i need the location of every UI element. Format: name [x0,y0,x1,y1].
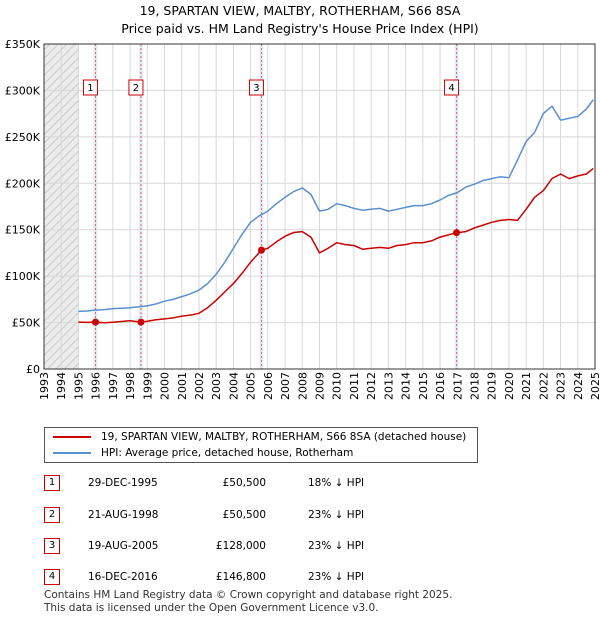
sale-hpi-diff: 18% ↓ HPI [308,477,365,489]
sale-price: £50,500 [222,477,266,489]
sale-point [137,318,145,326]
x-tick-label: 2024 [572,372,585,400]
x-tick-label: 1998 [124,372,137,400]
sale-hpi-diff: 23% ↓ HPI [308,571,365,583]
x-tick-label: 2007 [279,372,292,400]
sale-number-badge: 4 [44,569,60,585]
y-tick-label: £200K [5,177,41,190]
legend-item-property: 19, SPARTAN VIEW, MALTBY, ROTHERHAM, S66… [53,430,466,444]
sale-number-badge: 1 [44,475,60,491]
y-tick-label: £100K [5,270,41,283]
y-tick-label: £150K [5,224,41,237]
sale-hpi-diff: 23% ↓ HPI [308,509,365,521]
x-tick-label: 2000 [159,372,172,400]
price-chart: 1 2 3 4 £0 £50K £100K £150K £200K £250K £300K £350… [5,38,600,400]
sale-price: £146,800 [215,571,266,583]
x-tick-label: 2025 [589,372,600,400]
y-tick-label: £300K [5,84,41,97]
sale-highlight-band [138,44,143,369]
x-tick-label: 1995 [72,372,85,400]
x-tick-label: 2019 [486,372,499,400]
sale-highlight-band [454,44,459,369]
hpi-line [78,99,594,313]
legend-label-property: 19, SPARTAN VIEW, MALTBY, ROTHERHAM, S66… [101,431,467,443]
sale-point [257,246,265,254]
sale-number-badge: 2 [44,507,60,523]
y-tick-label: £350K [5,38,41,51]
sale-highlight-band [93,44,98,369]
y-tick-label: £50K [12,317,41,330]
x-tick-label: 1993 [38,372,51,400]
sale-number-badge: 3 [44,538,60,554]
x-tick-label: 2008 [296,372,309,400]
legend-swatch-red [53,436,91,438]
x-tick-label: 2006 [262,372,275,400]
sale-badge-label: 3 [253,83,259,94]
x-tick-label: 2018 [468,372,481,400]
sale-badge [248,79,264,96]
footer-licence: This data is licensed under the Open Gov… [44,602,379,614]
x-tick-label: 2002 [193,372,206,400]
x-tick-label: 2009 [314,372,327,400]
legend-swatch-blue [53,452,91,454]
x-tick-label: 2003 [210,372,223,400]
x-tick-label: 2023 [555,372,568,400]
chart-title: 19, SPARTAN VIEW, MALTBY, ROTHERHAM, S66… [139,3,461,18]
x-tick-label: 2015 [417,372,430,400]
sale-date: 16-DEC-2016 [88,571,158,583]
x-tick-label: 2016 [434,372,447,400]
x-tick-label: 2020 [503,372,516,400]
footer-copyright: Contains HM Land Registry data © Crown c… [44,589,453,601]
sale-hpi-diff: 23% ↓ HPI [308,540,365,552]
sale-highlight-band [259,44,264,369]
sale-badge [82,79,98,96]
sale-badge-label: 4 [448,83,454,94]
x-tick-label: 2011 [348,372,361,400]
y-tick-label: £250K [5,131,41,144]
property-price-line [78,167,594,324]
x-tick-label: 1996 [90,372,103,400]
sale-date: 19-AUG-2005 [88,540,159,552]
x-tick-label: 2017 [451,372,464,400]
x-tick-label: 2013 [382,372,395,400]
y-tick-label: £0 [26,363,40,376]
x-tick-label: 2005 [245,372,258,400]
x-tick-label: 2004 [227,372,240,400]
chart-subtitle: Price paid vs. HM Land Registry's House … [121,21,479,36]
x-tick-label: 1999 [141,372,154,400]
x-tick-label: 1994 [55,372,68,400]
x-tick-label: 1997 [107,372,120,400]
x-tick-label: 2010 [331,372,344,400]
x-tick-label: 2001 [176,372,189,400]
sale-badge [128,79,144,96]
sale-point [453,229,461,237]
plot-frame [43,43,596,370]
chart-legend: 19, SPARTAN VIEW, MALTBY, ROTHERHAM, S66… [44,427,478,463]
x-tick-label: 2022 [537,372,550,400]
sale-badge [444,79,460,96]
x-tick-label: 2014 [400,372,413,400]
x-tick-label: 2012 [365,372,378,400]
legend-item-hpi: HPI: Average price, detached house, Roth… [53,446,353,460]
sale-date: 29-DEC-1995 [88,477,158,489]
sale-point [91,318,99,326]
sale-badge-label: 2 [133,83,139,94]
sale-date: 21-AUG-1998 [88,509,159,521]
sale-badge-label: 1 [87,83,93,94]
legend-label-hpi: HPI: Average price, detached house, Roth… [101,447,354,459]
x-tick-label: 2021 [520,372,533,400]
sale-price: £50,500 [222,509,266,521]
sale-price: £128,000 [215,540,266,552]
